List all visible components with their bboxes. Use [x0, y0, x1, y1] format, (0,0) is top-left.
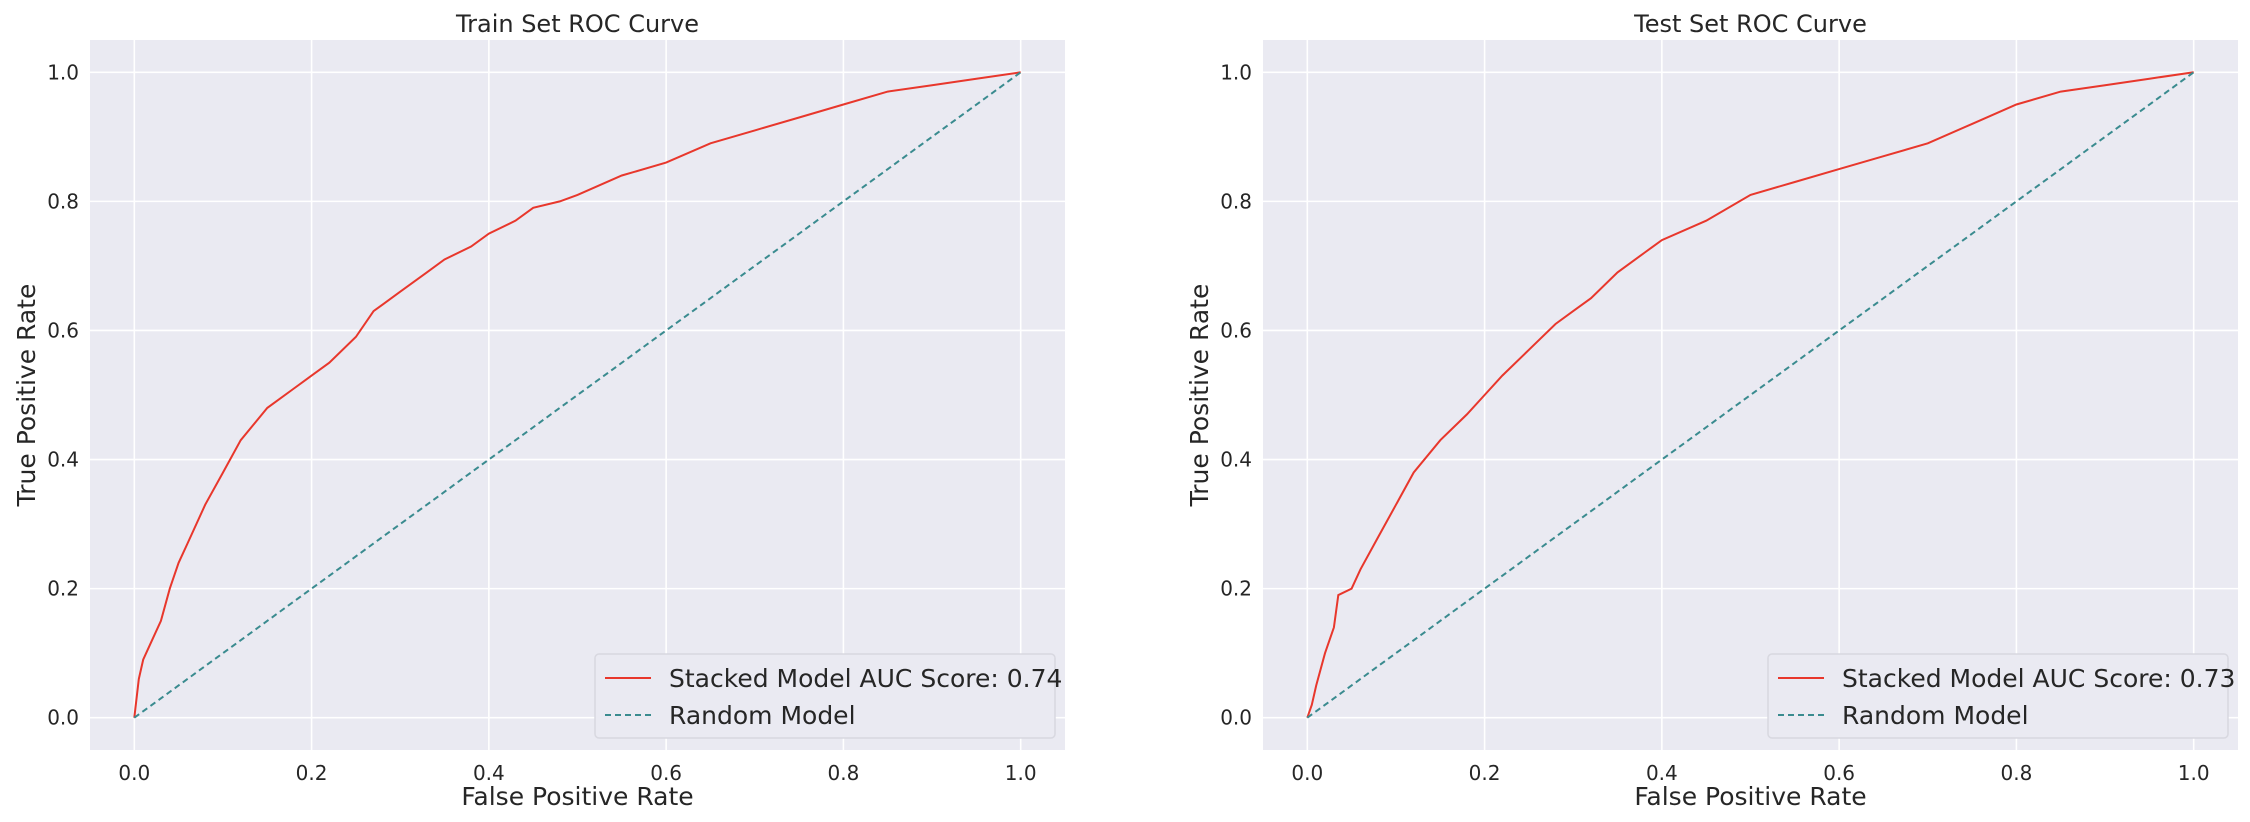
x-tick-label: 0.2: [296, 761, 328, 785]
y-axis-label: True Positive Rate: [12, 284, 41, 508]
chart-title: Train Set ROC Curve: [455, 10, 699, 38]
chart-panel-1: 0.0 0.2 0.4 0.6 0.8 1.0 0.0 0.2 0.4 0.6 0.8 1.0 Trai…: [12, 10, 1065, 811]
y-tick-label: 0.6: [1220, 318, 1252, 342]
legend-box: [1767, 653, 2229, 739]
y-tick-label: 0.0: [47, 706, 79, 730]
legend-label: Stacked Model AUC Score: 0.74: [669, 664, 1062, 693]
x-tick-label: 0.0: [118, 761, 150, 785]
y-tick-label: 0.8: [47, 189, 79, 213]
x-tick-label: 0.8: [828, 761, 860, 785]
legend: Stacked Model AUC Score: 0.73 Random Mode…: [1767, 653, 2235, 739]
x-tick-label: 1.0: [2178, 761, 2210, 785]
y-tick-label: 0.6: [47, 318, 79, 342]
legend-label: Random Model: [1842, 701, 2029, 730]
random-model-line: [1306, 71, 2195, 719]
y-tick-label: 0.2: [47, 577, 79, 601]
legend-label: Stacked Model AUC Score: 0.73: [1842, 664, 2235, 693]
x-tick-label: 0.4: [473, 761, 505, 785]
x-tick-label: 0.6: [1823, 761, 1855, 785]
roc-curve-line: [133, 71, 1021, 718]
chart-title: Test Set ROC Curve: [1633, 10, 1867, 38]
y-tick-label: 0.8: [1220, 189, 1252, 213]
x-tick-label: 0.4: [1646, 761, 1678, 785]
y-tick-label: 0.4: [1220, 448, 1252, 472]
legend: Stacked Model AUC Score: 0.74 Random Mode…: [594, 653, 1062, 739]
y-axis-label: True Positive Rate: [1185, 284, 1214, 508]
x-axis-label: False Positive Rate: [1634, 782, 1866, 811]
x-tick-label: 0.2: [1469, 761, 1501, 785]
y-tick-label: 1.0: [1220, 60, 1252, 84]
y-tick-label: 1.0: [47, 60, 79, 84]
random-model-line: [133, 71, 1022, 719]
x-tick-label: 1.0: [1005, 761, 1037, 785]
x-axis-label: False Positive Rate: [461, 782, 693, 811]
y-tick-label: 0.4: [47, 448, 79, 472]
y-tick-label: 0.2: [1220, 577, 1252, 601]
legend-label: Random Model: [669, 701, 856, 730]
roc-curve-line: [1306, 71, 2194, 719]
chart-panel-2: 0.0 0.2 0.4 0.6 0.8 1.0 0.0 0.2 0.4 0.6 0.8 1.0 Test…: [1185, 10, 2238, 811]
legend-box: [594, 653, 1056, 739]
x-tick-label: 0.6: [650, 761, 682, 785]
x-tick-label: 0.0: [1291, 761, 1323, 785]
y-tick-label: 0.0: [1220, 706, 1252, 730]
x-tick-label: 0.8: [2001, 761, 2033, 785]
